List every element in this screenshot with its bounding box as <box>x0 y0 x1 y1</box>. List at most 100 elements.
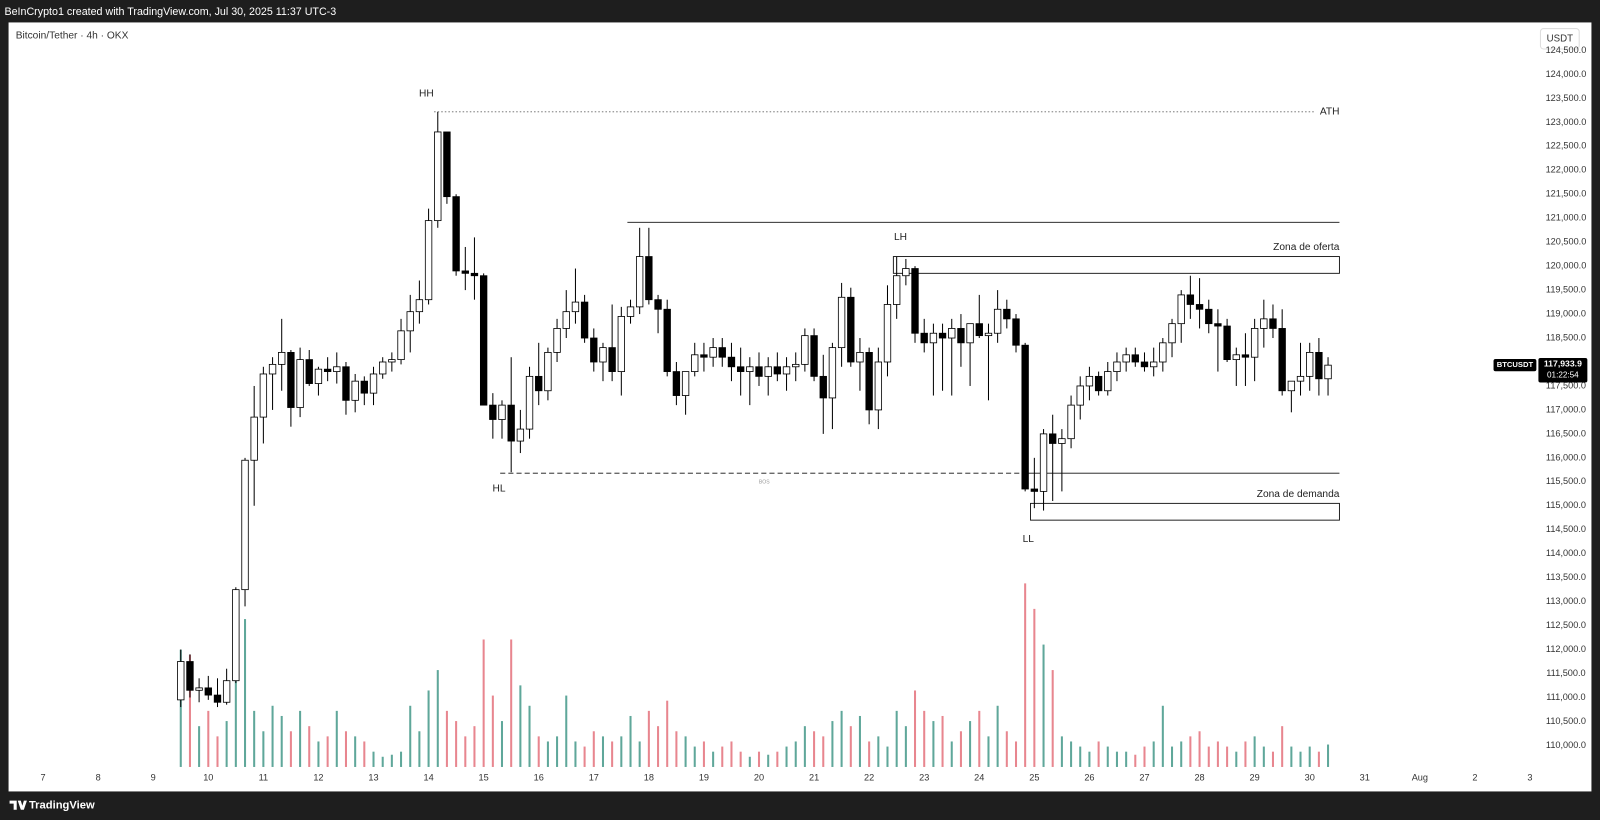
candle-body <box>489 404 497 420</box>
volume-bar <box>666 700 669 767</box>
currency-button[interactable] <box>1539 28 1580 50</box>
x-tick-label: 26 <box>1084 773 1094 783</box>
candle-body <box>351 380 359 401</box>
candle-body <box>1104 371 1112 392</box>
candle-body <box>1195 304 1204 310</box>
x-tick-label: 11 <box>259 773 269 783</box>
level-label: ATH <box>1320 107 1340 118</box>
x-tick-label: 18 <box>644 773 654 783</box>
candle-body <box>626 306 635 317</box>
candle-body <box>975 323 983 337</box>
candle-body <box>1094 375 1103 392</box>
candle-body <box>920 332 928 344</box>
candle-body <box>507 404 515 442</box>
candle-body <box>222 680 231 703</box>
candle-body <box>1287 380 1296 392</box>
volume-bar <box>1198 731 1201 767</box>
candle-body <box>525 375 534 430</box>
volume-bar <box>1207 746 1210 767</box>
candle-body <box>1012 318 1020 346</box>
y-tick-label: 115,500.0 <box>1546 476 1586 486</box>
candle-body <box>443 131 451 198</box>
candle-body <box>1232 354 1240 361</box>
candle-body <box>654 299 662 310</box>
volume-bar <box>1024 583 1027 767</box>
volume-bar <box>280 715 283 767</box>
candle-body <box>617 316 625 372</box>
volume-bar <box>858 715 861 767</box>
volume-bar <box>1189 736 1192 767</box>
x-tick-label: 24 <box>974 773 984 783</box>
volume-bar <box>629 715 632 767</box>
candle-body <box>562 311 570 329</box>
candle-body <box>406 311 414 332</box>
candle-body <box>700 354 708 358</box>
swing-label: HL <box>493 484 506 495</box>
volume-bar <box>400 751 403 767</box>
y-tick-label: 115,000.0 <box>1546 500 1586 510</box>
candle-body <box>902 268 910 277</box>
candle-body <box>278 351 286 365</box>
volume-bar <box>1115 751 1118 767</box>
volume-bar <box>198 726 201 767</box>
candle-body <box>764 366 772 377</box>
volume-bar <box>611 741 614 767</box>
candle-body <box>635 256 644 308</box>
candle-body <box>1067 404 1075 440</box>
candle-body <box>709 347 717 358</box>
candle-body <box>663 308 671 372</box>
volume-bar <box>363 741 366 767</box>
currency-label[interactable]: USDT <box>1547 33 1573 44</box>
candle-body <box>1085 375 1094 387</box>
candle-body <box>342 366 350 401</box>
volume-bar <box>1033 608 1036 767</box>
candle-body <box>1021 344 1029 490</box>
volume-bar <box>785 746 788 767</box>
candle-body <box>1214 323 1222 327</box>
x-tick-label: 17 <box>589 773 599 783</box>
footer-brand: TradingView <box>29 800 95 812</box>
y-tick-label: 123,500.0 <box>1546 93 1587 103</box>
volume-bar <box>1088 751 1091 767</box>
volume-bar <box>693 746 696 767</box>
volume-bar <box>565 695 568 767</box>
volume-bar <box>840 710 843 767</box>
candle-body <box>268 363 277 375</box>
candle-body <box>746 366 754 372</box>
y-tick-label: 116,000.0 <box>1546 452 1586 462</box>
price-tag <box>1538 358 1588 383</box>
price-tag-label: 117,933.9 <box>1544 358 1582 368</box>
candle-body <box>1168 323 1176 344</box>
candle-body <box>773 366 782 375</box>
volume-bar <box>1097 741 1100 767</box>
volume-bar <box>702 741 705 767</box>
candle-body <box>461 270 469 274</box>
x-tick-label: 27 <box>1139 773 1149 783</box>
volume-bar <box>244 619 247 767</box>
candle-body <box>369 373 378 394</box>
x-tick-label: 25 <box>1029 773 1039 783</box>
volume-bar <box>1051 670 1054 767</box>
volume-bar <box>326 736 329 767</box>
candle-body <box>948 328 956 339</box>
volume-bar <box>372 751 375 767</box>
y-tick-label: 119,500.0 <box>1546 285 1586 295</box>
y-tick-label: 117,500.0 <box>1546 380 1586 390</box>
volume-bar <box>913 690 917 767</box>
candle-body <box>535 375 543 392</box>
volume-bar <box>1180 741 1183 767</box>
candle-body <box>1049 433 1057 444</box>
volume-bar <box>757 751 761 767</box>
volume-bar <box>574 741 577 767</box>
volume-bar <box>592 731 595 767</box>
volume-bar <box>528 705 531 767</box>
volume-bar <box>941 715 944 767</box>
candle-body <box>672 371 681 396</box>
candle-body <box>1296 375 1305 382</box>
candle-body <box>1131 354 1139 363</box>
volume-bar <box>473 726 476 767</box>
volume-bar <box>712 751 715 767</box>
y-tick-label: 120,500.0 <box>1546 237 1587 247</box>
candle-body <box>259 373 268 418</box>
candle-body <box>195 687 203 691</box>
